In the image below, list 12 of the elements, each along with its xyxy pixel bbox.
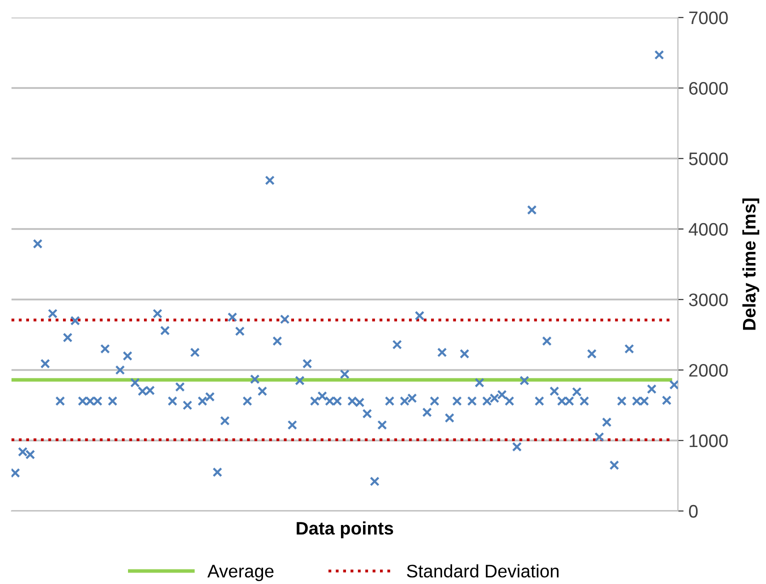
y-tick-label: 2000: [689, 364, 728, 377]
y-tick-label: 0: [689, 504, 698, 518]
legend-label: Average: [207, 564, 274, 582]
y-tick-label: 7000: [689, 11, 728, 24]
y-axis-title: Delay time [ms]: [742, 198, 760, 330]
y-tick-label: 1000: [690, 434, 728, 448]
y-tick-label: 5000: [689, 152, 728, 166]
y-tick-label: 3000: [689, 293, 728, 306]
legend-label: Standard Deviation: [406, 564, 559, 578]
y-tick-label: 4000: [688, 222, 728, 236]
x-axis-title: Data points: [296, 521, 394, 538]
y-tick-label: 6000: [689, 82, 728, 95]
